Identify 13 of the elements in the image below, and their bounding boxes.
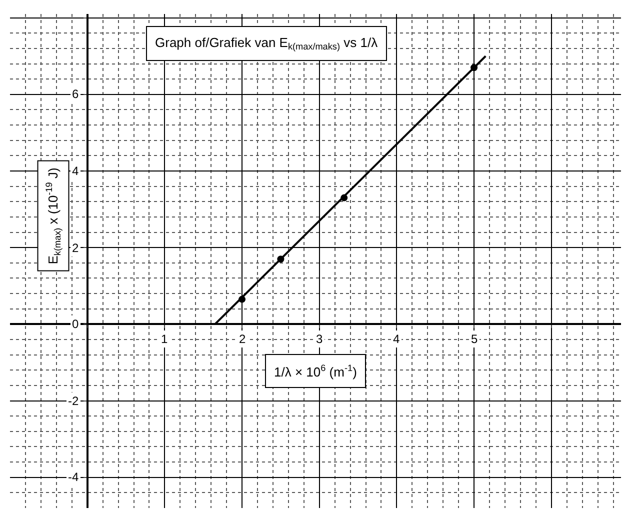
x-tick-label: 3: [316, 332, 323, 346]
y-tick-label: 2: [72, 241, 79, 255]
y-tick-label: -4: [68, 470, 79, 484]
x-axis-title: 1/λ × 10$^{6}$ (m$^{-1}$): [274, 363, 357, 380]
x-tick-label: 2: [239, 332, 246, 346]
x-tick-label: 1: [161, 332, 168, 346]
y-tick-label: 0: [72, 317, 79, 331]
y-tick-label: 4: [72, 164, 79, 178]
x-tick-label: 5: [471, 332, 478, 346]
y-tick-label: 6: [72, 87, 79, 101]
x-tick-label: 4: [393, 332, 400, 346]
text: Graph of/Grafiek van E$_{k(max/maks)}$ vs 1/λ: [155, 35, 378, 52]
y-tick-label: -2: [68, 394, 79, 408]
